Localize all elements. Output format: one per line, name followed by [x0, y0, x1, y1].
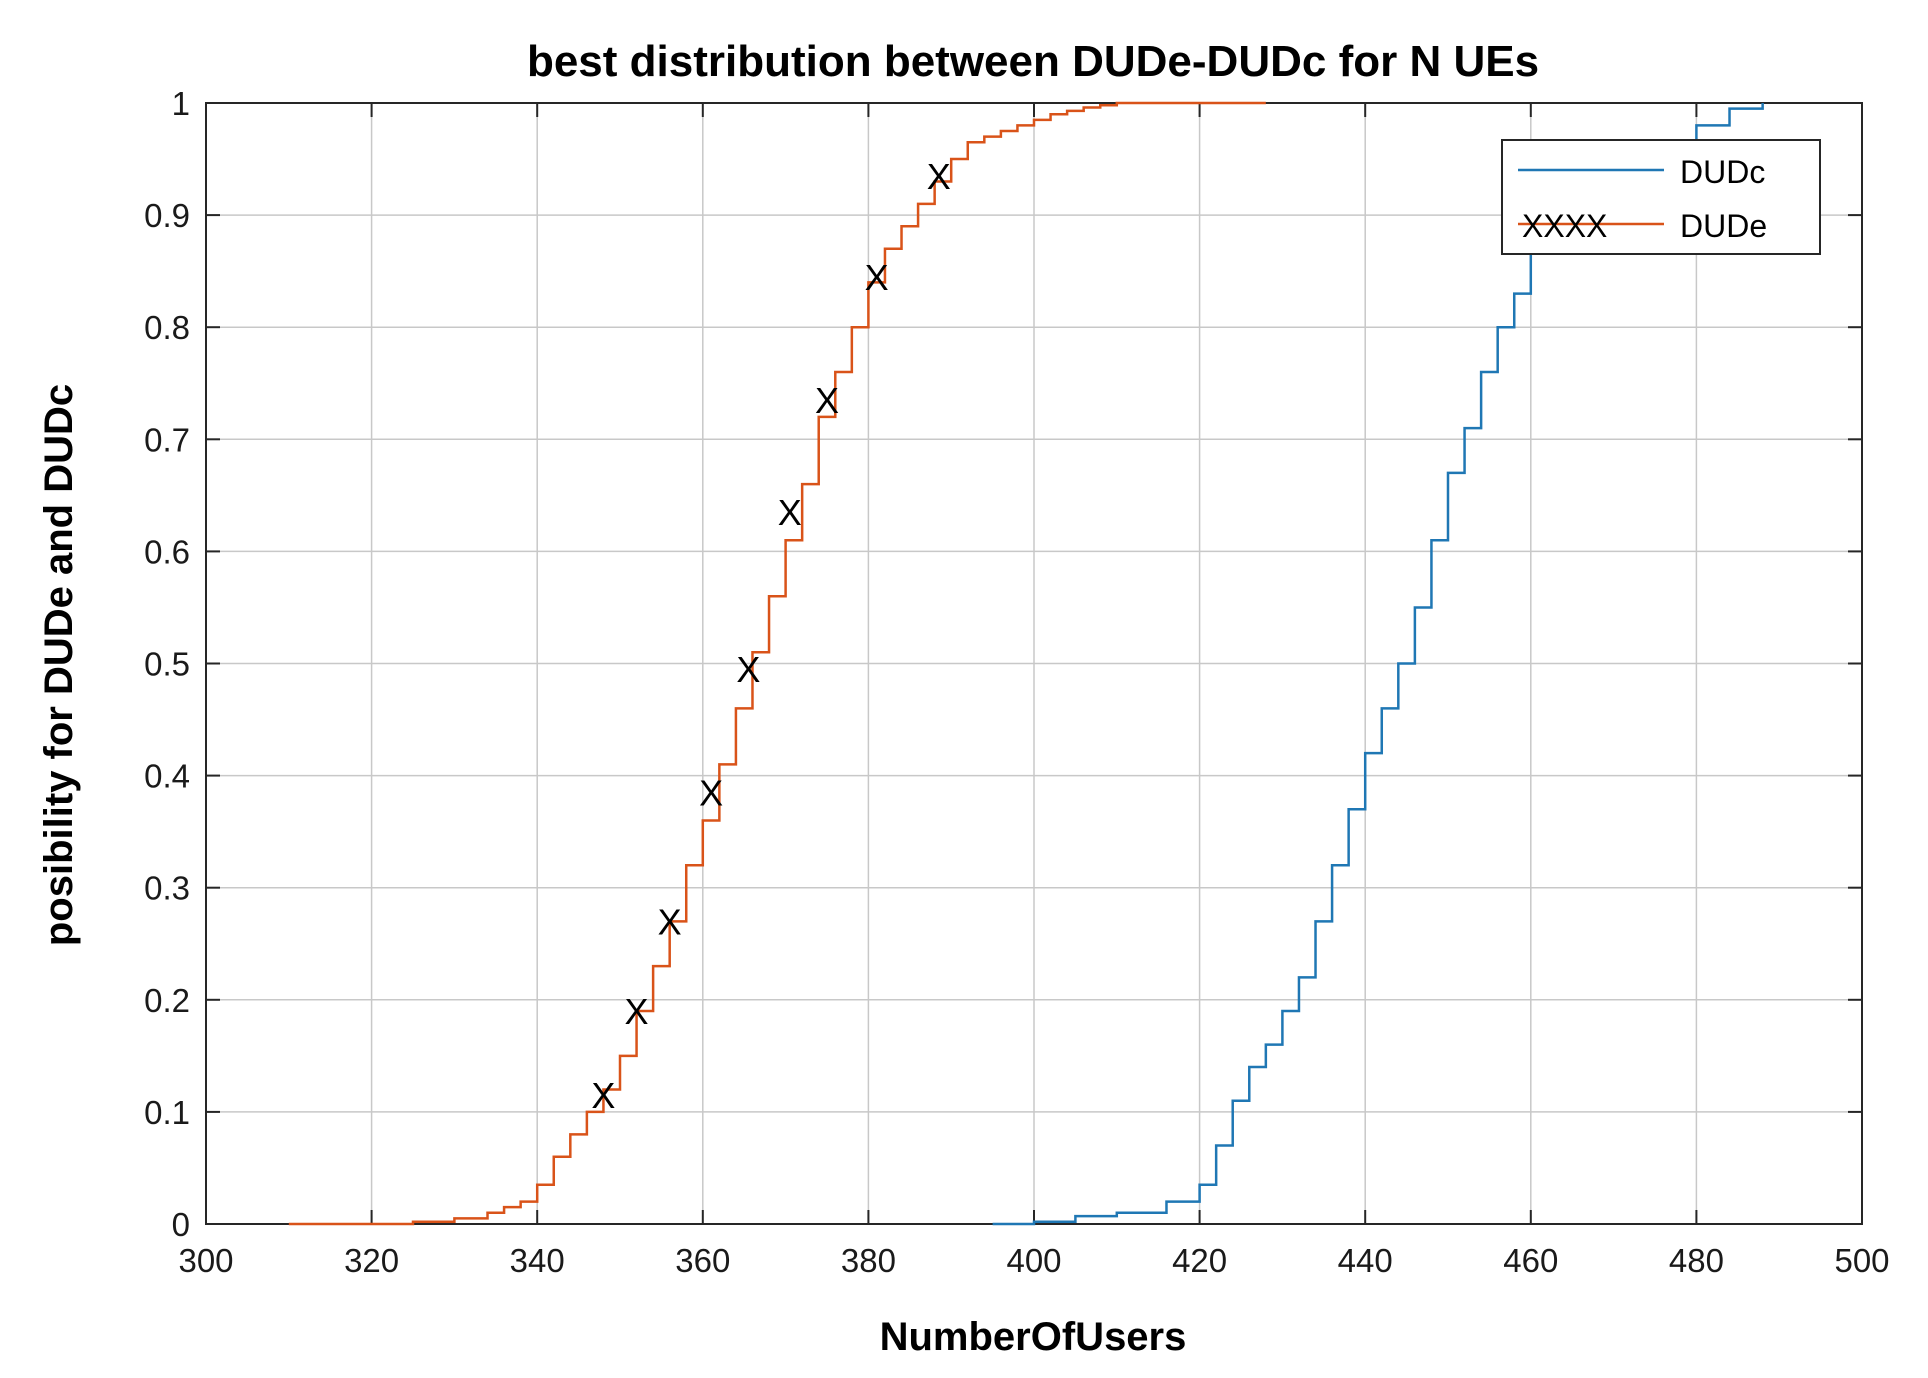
y-tick-label: 0.2 [144, 982, 190, 1019]
series-marker-dude: X [815, 380, 839, 421]
y-tick-label: 1 [172, 85, 190, 122]
x-tick-label: 300 [178, 1242, 233, 1279]
y-tick-label: 0.3 [144, 870, 190, 907]
x-tick-label: 460 [1503, 1242, 1558, 1279]
y-tick-label: 0.9 [144, 197, 190, 234]
series-marker-dude: X [736, 649, 760, 690]
y-axis-label: posibility for DUDe and DUDc [37, 384, 81, 946]
y-tick-label: 0.5 [144, 646, 190, 683]
x-tick-label: 340 [510, 1242, 565, 1279]
y-tick-label: 0.1 [144, 1094, 190, 1131]
y-tick-label: 0.8 [144, 309, 190, 346]
y-tick-label: 0.7 [144, 421, 190, 458]
axis-ticks [205, 102, 1863, 1225]
x-tick-label: 500 [1834, 1242, 1889, 1279]
series-marker-dude: X [699, 772, 723, 813]
grid-lines [205, 102, 1863, 1225]
x-tick-labels: 300 320 340 360 380 400 420 440 460 480 500 [178, 1242, 1889, 1279]
y-tick-label: 0.6 [144, 533, 190, 570]
y-tick-label: 0.4 [144, 758, 190, 795]
legend-box [1501, 139, 1821, 255]
y-tick-labels: 0 0.1 0.2 0.3 0.4 0.5 0.6 0.7 0.8 0.9 1 [144, 85, 190, 1243]
x-tick-label: 320 [344, 1242, 399, 1279]
series-marker-dude: X [591, 1075, 615, 1116]
x-tick-label: 380 [841, 1242, 896, 1279]
x-tick-label: 440 [1338, 1242, 1393, 1279]
chart-title: best distribution between DUDe-DUDc for … [527, 37, 1539, 86]
legend-label-dude: DUDe [1680, 208, 1767, 244]
legend-marker-dude: XXXX [1522, 208, 1607, 244]
x-axis-label: NumberOfUsers [880, 1315, 1187, 1359]
x-tick-label: 420 [1172, 1242, 1227, 1279]
x-tick-label: 480 [1669, 1242, 1724, 1279]
x-tick-label: 400 [1006, 1242, 1061, 1279]
series-marker-dude: X [778, 492, 802, 533]
series-line-dude [288, 101, 1266, 1226]
series-marker-dude: X [625, 991, 649, 1032]
series-marker-dude: X [658, 901, 682, 942]
y-tick-label: 0 [172, 1206, 190, 1243]
legend: DUDc XXXX DUDe [1501, 139, 1821, 255]
legend-label-dudc: DUDc [1680, 154, 1765, 190]
series-marker-dude: X [865, 257, 889, 298]
series-marker-dude: X [927, 156, 951, 197]
x-tick-label: 360 [675, 1242, 730, 1279]
